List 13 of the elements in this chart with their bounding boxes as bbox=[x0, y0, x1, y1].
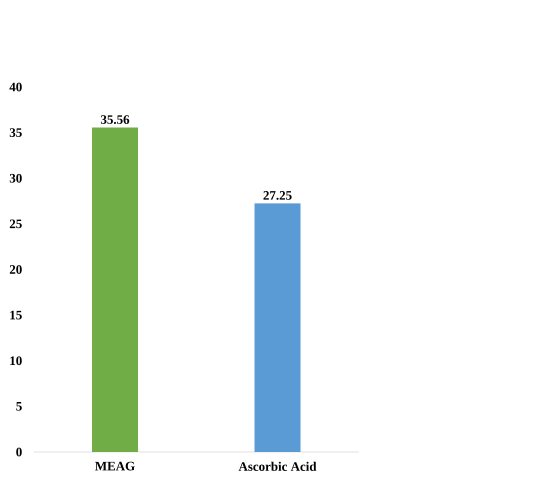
data-label: 35.56 bbox=[100, 115, 130, 124]
y-tick-label: 30 bbox=[10, 174, 22, 183]
data-label: 27.25 bbox=[263, 191, 292, 200]
y-tick-label: 25 bbox=[10, 220, 22, 228]
y-tick-label: 0 bbox=[16, 448, 22, 456]
y-tick-label: 5 bbox=[16, 402, 22, 411]
y-tick-label: 35 bbox=[10, 128, 22, 137]
y-tick-label: 15 bbox=[10, 310, 22, 320]
y-tick-label: 40 bbox=[9, 82, 22, 92]
x-tick-label: MEAG bbox=[95, 462, 135, 470]
y-tick-label: 10 bbox=[10, 356, 22, 366]
x-tick-label: Ascorbic Acid bbox=[238, 462, 316, 471]
y-tick-label: 20 bbox=[10, 265, 22, 274]
